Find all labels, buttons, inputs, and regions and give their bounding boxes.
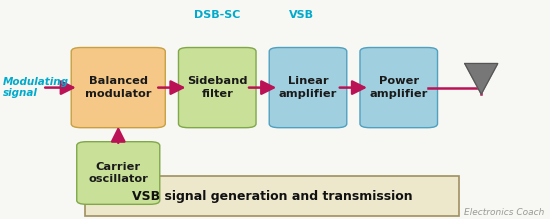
Text: DSB-SC: DSB-SC <box>194 10 240 20</box>
Text: Modulating
signal: Modulating signal <box>3 77 69 98</box>
Text: Carrier
oscillator: Carrier oscillator <box>89 162 148 184</box>
Text: Power
amplifier: Power amplifier <box>370 76 428 99</box>
FancyBboxPatch shape <box>77 142 160 204</box>
Polygon shape <box>465 64 498 94</box>
Text: VSB signal generation and transmission: VSB signal generation and transmission <box>132 189 412 203</box>
FancyBboxPatch shape <box>178 48 256 128</box>
FancyBboxPatch shape <box>72 48 165 128</box>
Text: Balanced
modulator: Balanced modulator <box>85 76 151 99</box>
Text: VSB: VSB <box>289 10 314 20</box>
FancyBboxPatch shape <box>270 48 347 128</box>
Text: Electronics Coach: Electronics Coach <box>464 208 544 217</box>
FancyBboxPatch shape <box>85 176 459 216</box>
Text: Sideband
filter: Sideband filter <box>187 76 248 99</box>
FancyBboxPatch shape <box>360 48 438 128</box>
Text: Linear
amplifier: Linear amplifier <box>279 76 337 99</box>
